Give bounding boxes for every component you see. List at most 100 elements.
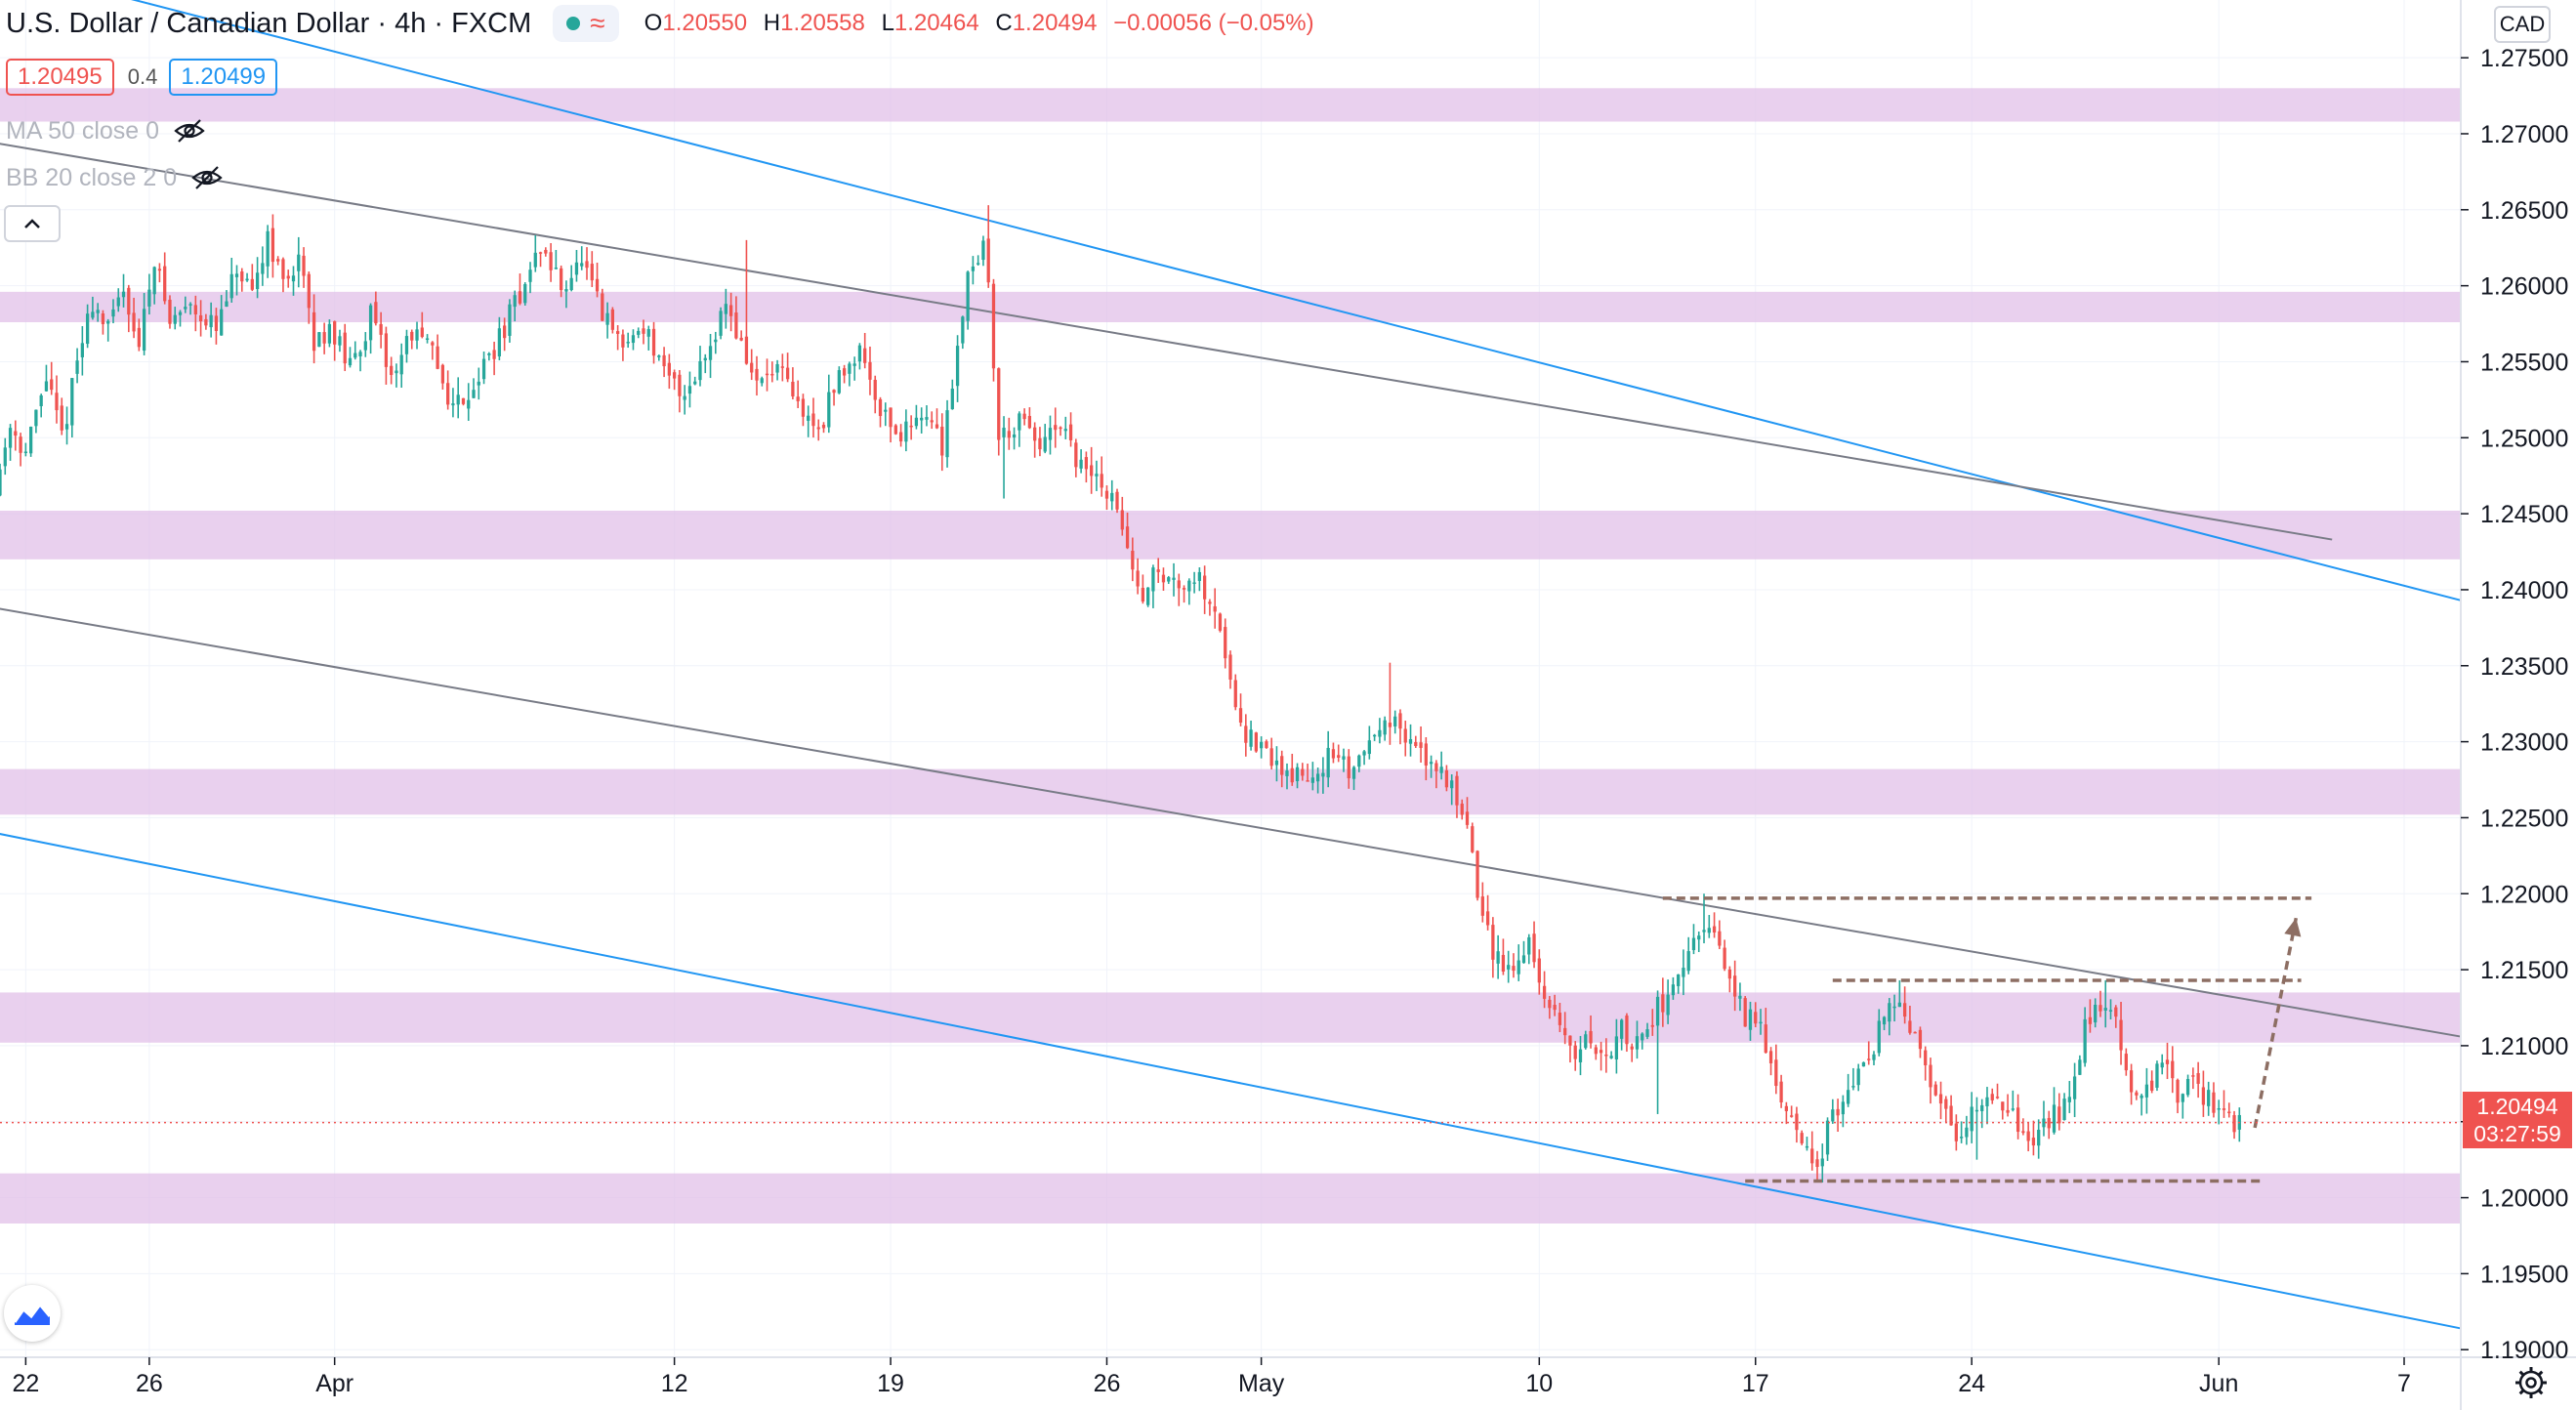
candle: [1748, 1001, 1753, 1041]
candle: [1450, 774, 1454, 806]
last-price-label: 1.20494 03:27:59: [2463, 1092, 2572, 1148]
candle: [2129, 1063, 2134, 1105]
candle: [204, 313, 208, 330]
x-tick-label: Jun: [2199, 1370, 2238, 1397]
candle: [1568, 1035, 1572, 1063]
trendline-grey-2[interactable]: [0, 143, 2333, 541]
candle: [2078, 1055, 2082, 1076]
candle: [2026, 1121, 2030, 1152]
y-tick-label: 1.21500: [2480, 957, 2568, 984]
candle: [132, 297, 136, 339]
symbol-title[interactable]: U.S. Dollar / Canadian Dollar · 4h · FXC…: [6, 7, 532, 39]
candle: [1650, 1009, 1654, 1036]
candle: [1697, 931, 1701, 953]
candle: [1677, 974, 1681, 994]
candle: [2103, 979, 2107, 1028]
candle: [1141, 574, 1145, 604]
market-status-pill[interactable]: ≈: [553, 5, 619, 42]
zone-1[interactable]: [0, 291, 2461, 322]
candle: [2171, 1046, 2175, 1094]
candle: [1645, 1022, 1649, 1040]
candle: [785, 352, 790, 383]
indicator-bb[interactable]: BB 20 close 2 0: [0, 158, 224, 197]
ohlc-close-value: 1.20494: [1012, 10, 1098, 36]
candle: [184, 296, 187, 313]
candle: [1182, 585, 1186, 603]
x-tick-label: Apr: [315, 1370, 353, 1397]
ohlc-values: O1.20550 H1.20558 L1.20464 C1.20494 −0.0…: [644, 10, 1324, 37]
candle: [1754, 1002, 1758, 1028]
ohlc-open-value: 1.20550: [662, 10, 748, 36]
candle: [533, 234, 537, 272]
candle: [2006, 1094, 2010, 1117]
projection-arrow[interactable]: [2253, 917, 2299, 1129]
zone-4[interactable]: [0, 992, 2461, 1043]
zone-0[interactable]: [0, 88, 2461, 122]
candle: [1517, 944, 1520, 981]
candle: [1790, 1105, 1794, 1118]
buy-price-button[interactable]: 1.20499: [169, 59, 278, 96]
settings-gear-icon[interactable]: [2512, 1363, 2551, 1402]
candle: [431, 341, 435, 360]
candle: [2237, 1107, 2241, 1142]
candle: [848, 361, 852, 387]
candle: [1847, 1073, 1850, 1107]
candle: [137, 318, 141, 352]
candle: [986, 205, 990, 288]
zone-3[interactable]: [0, 768, 2461, 815]
candle: [914, 404, 919, 430]
candle: [34, 409, 38, 434]
candle: [2057, 1093, 2061, 1131]
sell-price-button[interactable]: 1.20495: [6, 59, 114, 96]
candle: [1682, 949, 1685, 996]
candle: [807, 405, 810, 437]
currency-button[interactable]: CAD: [2494, 6, 2551, 43]
hidden-eye-icon[interactable]: [173, 118, 206, 144]
candle: [1259, 736, 1264, 759]
candle: [657, 354, 661, 361]
trendline-blue-0[interactable]: [0, 0, 2462, 601]
candle: [1048, 415, 1053, 455]
candle: [1068, 412, 1073, 447]
candle: [1238, 693, 1243, 726]
candle: [1084, 451, 1089, 483]
candle: [750, 349, 754, 381]
candle: [168, 295, 172, 329]
y-tick-label: 1.22000: [2480, 881, 2568, 908]
candle: [1321, 757, 1325, 794]
candle: [852, 356, 856, 381]
candle: [1393, 710, 1397, 734]
candle: [1718, 920, 1722, 949]
candle: [719, 307, 723, 340]
candle: [446, 370, 450, 410]
candle: [1301, 763, 1305, 781]
candle: [755, 355, 759, 396]
candle: [23, 442, 27, 457]
trendline-grey-3[interactable]: [0, 607, 2462, 1038]
candle: [1743, 995, 1747, 1027]
candle: [1995, 1083, 2000, 1099]
chevron-up-icon: [24, 219, 40, 228]
candle: [1836, 1099, 1840, 1133]
candle: [1882, 1016, 1887, 1030]
indicator-ma[interactable]: MA 50 close 0: [0, 111, 206, 150]
y-tick-label: 1.24500: [2480, 501, 2568, 528]
candle: [3, 437, 7, 476]
candle: [1414, 735, 1418, 749]
trendline-blue-1[interactable]: [0, 833, 2462, 1330]
candle: [873, 375, 877, 414]
candle: [1723, 939, 1726, 972]
candle: [2015, 1094, 2020, 1140]
hidden-eye-icon[interactable]: [190, 165, 224, 190]
candle: [1022, 408, 1026, 426]
candle: [60, 397, 63, 435]
candle: [1295, 763, 1300, 789]
tradingview-logo[interactable]: [4, 1285, 61, 1342]
candle: [1548, 996, 1552, 1019]
collapse-legend-button[interactable]: [4, 205, 61, 242]
y-tick-label: 1.26500: [2480, 197, 2568, 225]
candle: [2160, 1054, 2164, 1075]
y-tick-label: 1.23000: [2480, 729, 2568, 757]
zone-2[interactable]: [0, 511, 2461, 560]
